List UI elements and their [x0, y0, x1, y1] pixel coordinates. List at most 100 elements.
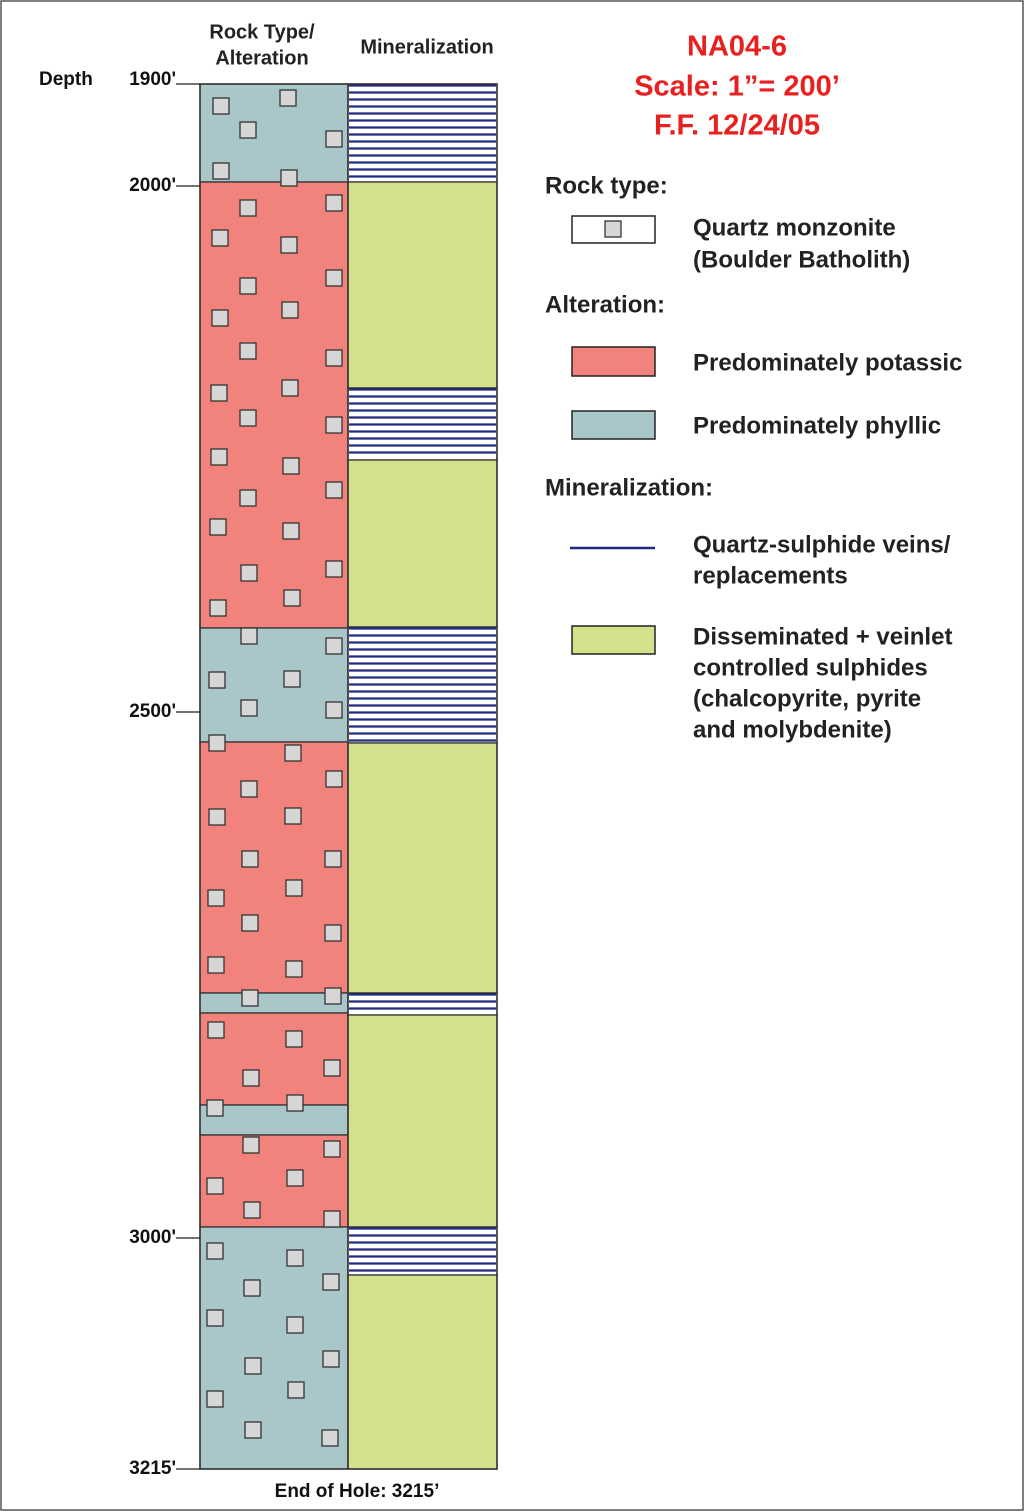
quartz-square: [208, 808, 226, 826]
quartz-square: [239, 277, 257, 295]
quartz-square: [325, 269, 343, 287]
quartz-square: [324, 850, 342, 868]
quartz-square: [241, 989, 259, 1007]
quartz-square: [281, 379, 299, 397]
mineralization-interval: [347, 992, 498, 1016]
quartz-square: [325, 349, 343, 367]
swatch-potassic: [571, 346, 656, 377]
quartz-square: [282, 522, 300, 540]
quartz-square: [323, 1210, 341, 1228]
legend-text: Predominately phyllic: [693, 412, 941, 439]
quartz-square: [324, 987, 342, 1005]
quartz-square: [206, 1309, 224, 1327]
mineralization-interval: [347, 181, 498, 389]
quartz-square: [239, 489, 257, 507]
quartz-square: [325, 560, 343, 578]
legend-text: and molybdenite): [693, 716, 892, 743]
mineralization-interval: [347, 459, 498, 628]
quartz-square: [243, 1279, 261, 1297]
legend-text: controlled sulphides: [693, 654, 928, 681]
quartz-square: [285, 879, 303, 897]
quartz-square: [210, 448, 228, 466]
quartz-square: [284, 807, 302, 825]
quartz-square: [206, 1099, 224, 1117]
mineralization-interval: [347, 742, 498, 994]
swatch-phyllic: [571, 410, 656, 440]
quartz-square: [322, 1350, 340, 1368]
quartz-square: [239, 121, 257, 139]
quartz-square: [325, 770, 343, 788]
alteration-interval: [199, 181, 349, 629]
quartz-square: [323, 1059, 341, 1077]
quartz-square: [322, 1273, 340, 1291]
quartz-square: [244, 1421, 262, 1439]
quartz-square: [211, 229, 229, 247]
legend-swatches: [570, 215, 656, 655]
quartz-square: [239, 199, 257, 217]
quartz-square: [280, 169, 298, 187]
mineralization-interval: [347, 1226, 498, 1276]
quartz-square: [325, 481, 343, 499]
quartz-square: [239, 409, 257, 427]
quartz-square: [206, 1242, 224, 1260]
mineralization-interval: [347, 1014, 498, 1228]
quartz-square: [208, 734, 226, 752]
depth-label: 2500': [129, 701, 176, 722]
quartz-square: [240, 564, 258, 582]
quartz-square: [242, 1069, 260, 1087]
quartz-square: [240, 780, 258, 798]
quartz-square: [286, 1316, 304, 1334]
quartz-square: [244, 1357, 262, 1375]
legend-text: Disseminated + veinlet: [693, 623, 952, 650]
quartz-square: [325, 416, 343, 434]
quartz-square: [283, 589, 301, 607]
legend-text: Quartz monzonite: [693, 214, 896, 241]
depth-prefix: Depth: [39, 69, 93, 90]
legend-text: (Boulder Batholith): [693, 246, 910, 273]
quartz-square: [283, 670, 301, 688]
alteration-interval: [199, 741, 349, 994]
title: F.F. 12/24/05: [654, 110, 820, 142]
depth-label: 1900': [129, 69, 176, 90]
quartz-square: [209, 599, 227, 617]
quartz-square: [210, 384, 228, 402]
quartz-square: [321, 1429, 339, 1447]
quartz-square: [242, 1136, 260, 1154]
legend-heading: Alteration:: [545, 291, 665, 318]
column-header: Rock Type/: [209, 21, 315, 43]
quartz-square: [325, 194, 343, 212]
quartz-square: [206, 1177, 224, 1195]
title: NA04-6: [687, 31, 787, 63]
quartz-square: [279, 89, 297, 107]
quartz-square: [212, 97, 230, 115]
quartz-square: [287, 1381, 305, 1399]
footer: End of Hole: 3215’: [275, 1481, 440, 1502]
swatch-square: [604, 220, 622, 238]
quartz-square: [325, 637, 343, 655]
quartz-square: [208, 671, 226, 689]
legend-text: replacements: [693, 562, 848, 589]
column-header: Alteration: [215, 47, 308, 69]
quartz-square: [280, 236, 298, 254]
legend-heading: Mineralization:: [545, 474, 713, 501]
depth-label: 3215': [129, 1458, 176, 1479]
quartz-square: [241, 850, 259, 868]
quartz-square: [212, 162, 230, 180]
quartz-square: [206, 1390, 224, 1408]
log-columns: [176, 83, 498, 1470]
quartz-square: [284, 744, 302, 762]
legend-text: (chalcopyrite, pyrite: [693, 685, 921, 712]
quartz-square: [240, 627, 258, 645]
title: Scale: 1”= 200’: [634, 71, 840, 103]
legend-text: Predominately potassic: [693, 349, 962, 376]
legend-heading: Rock type:: [545, 172, 668, 199]
quartz-square: [211, 309, 229, 327]
quartz-square: [281, 301, 299, 319]
swatch-disseminated: [571, 625, 656, 655]
quartz-square: [323, 1140, 341, 1158]
quartz-square: [325, 701, 343, 719]
depth-label: 3000': [129, 1227, 176, 1248]
quartz-square: [209, 518, 227, 536]
